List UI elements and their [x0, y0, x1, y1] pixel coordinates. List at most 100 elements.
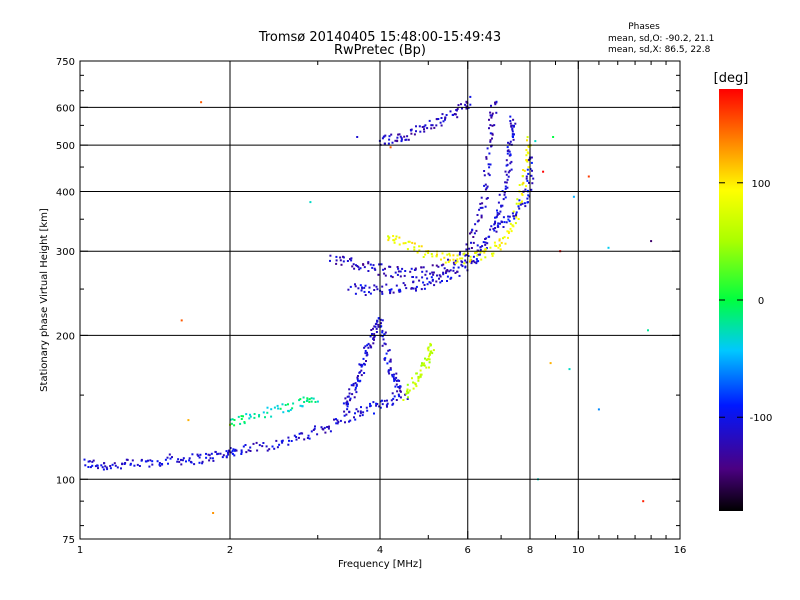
- echo-point: [405, 287, 408, 290]
- echo-point: [508, 142, 511, 145]
- echo-point: [191, 453, 194, 456]
- echo-point: [428, 354, 431, 356]
- echo-point: [423, 125, 426, 128]
- echo-point: [452, 269, 455, 272]
- echo-point: [148, 465, 151, 468]
- echo-point: [97, 467, 99, 470]
- echo-point: [489, 132, 492, 135]
- echo-point: [314, 401, 317, 403]
- echo-point: [465, 253, 468, 256]
- colorbar-tick-label: -100: [750, 413, 773, 424]
- echo-point: [360, 406, 362, 409]
- y-axis-label: Stationary phase Virtual Height [km]: [39, 208, 50, 392]
- echo-point: [403, 274, 406, 277]
- x-tick-label: 1: [77, 545, 83, 556]
- echo-point: [415, 125, 417, 128]
- echo-point: [270, 415, 273, 418]
- echo-point: [397, 386, 400, 388]
- echo-point: [245, 413, 248, 416]
- echo-point: [446, 269, 449, 271]
- echo-point: [429, 352, 431, 355]
- echo-point: [530, 174, 533, 177]
- echo-point: [159, 464, 162, 467]
- echo-point: [396, 136, 399, 139]
- echo-point: [459, 257, 462, 260]
- echo-point: [383, 399, 386, 402]
- echo-point: [428, 366, 430, 369]
- echo-point: [362, 411, 365, 414]
- echo-point: [471, 229, 474, 232]
- echo-point: [377, 323, 380, 326]
- echo-point: [335, 262, 338, 265]
- echo-point: [464, 265, 467, 268]
- echo-point: [314, 425, 316, 428]
- echo-point: [465, 107, 468, 110]
- echo-point: [513, 125, 515, 127]
- echo-point: [399, 396, 402, 399]
- echo-point: [243, 422, 246, 425]
- echo-point: [358, 268, 361, 271]
- echo-point: [381, 335, 384, 338]
- echo-point: [284, 404, 287, 406]
- echo-point: [510, 124, 513, 127]
- echo-point: [249, 446, 252, 449]
- echo-point: [394, 237, 397, 240]
- echo-point: [336, 422, 339, 425]
- echo-point: [456, 260, 459, 263]
- echo-point: [442, 273, 445, 276]
- echo-point: [245, 451, 248, 454]
- y-tick-label: 75: [62, 535, 75, 546]
- echo-point: [389, 367, 392, 370]
- echo-point: [355, 391, 358, 394]
- echo-point: [465, 248, 468, 251]
- echo-point: [133, 464, 136, 467]
- y-tick-label: 600: [56, 103, 75, 114]
- echo-point: [310, 400, 313, 403]
- echo-point: [492, 227, 495, 230]
- echo-point: [169, 457, 172, 460]
- echo-point: [277, 407, 280, 410]
- echo-point: [491, 112, 494, 115]
- echo-point: [521, 200, 523, 203]
- echo-point: [404, 284, 407, 287]
- echo-point: [470, 241, 472, 244]
- echo-point: [412, 280, 415, 283]
- echo-point: [349, 258, 351, 261]
- echo-point: [436, 274, 438, 277]
- echo-point: [339, 256, 342, 259]
- echo-point: [227, 453, 230, 456]
- echo-point: [180, 463, 183, 466]
- echo-point: [335, 418, 337, 421]
- echo-point: [111, 463, 114, 466]
- echo-point: [393, 377, 395, 380]
- echo-point: [356, 378, 359, 381]
- echo-point: [222, 454, 225, 457]
- echo-point: [470, 260, 473, 263]
- echo-point: [333, 418, 335, 421]
- echo-point: [113, 462, 116, 465]
- colorbar-label: [deg]: [714, 71, 749, 86]
- echo-point: [597, 408, 600, 411]
- echo-point: [498, 243, 501, 246]
- echo-point: [212, 512, 215, 514]
- echo-point: [445, 270, 448, 273]
- echo-point: [647, 329, 649, 332]
- echo-point: [468, 247, 471, 250]
- echo-point: [431, 278, 434, 281]
- x-tick-label: 8: [527, 545, 533, 556]
- echo-point: [383, 142, 386, 145]
- echo-point: [187, 419, 190, 422]
- echo-point: [512, 215, 515, 218]
- echo-point: [509, 115, 512, 118]
- echo-point: [448, 270, 451, 273]
- echo-point: [496, 224, 499, 227]
- echo-point: [413, 242, 416, 245]
- echo-point: [243, 421, 246, 423]
- echo-point: [406, 248, 409, 251]
- echo-point: [307, 434, 310, 437]
- echo-point: [489, 111, 492, 114]
- echo-point: [351, 393, 354, 396]
- echo-point: [366, 344, 369, 347]
- echo-point: [490, 114, 493, 117]
- echo-point: [244, 444, 247, 446]
